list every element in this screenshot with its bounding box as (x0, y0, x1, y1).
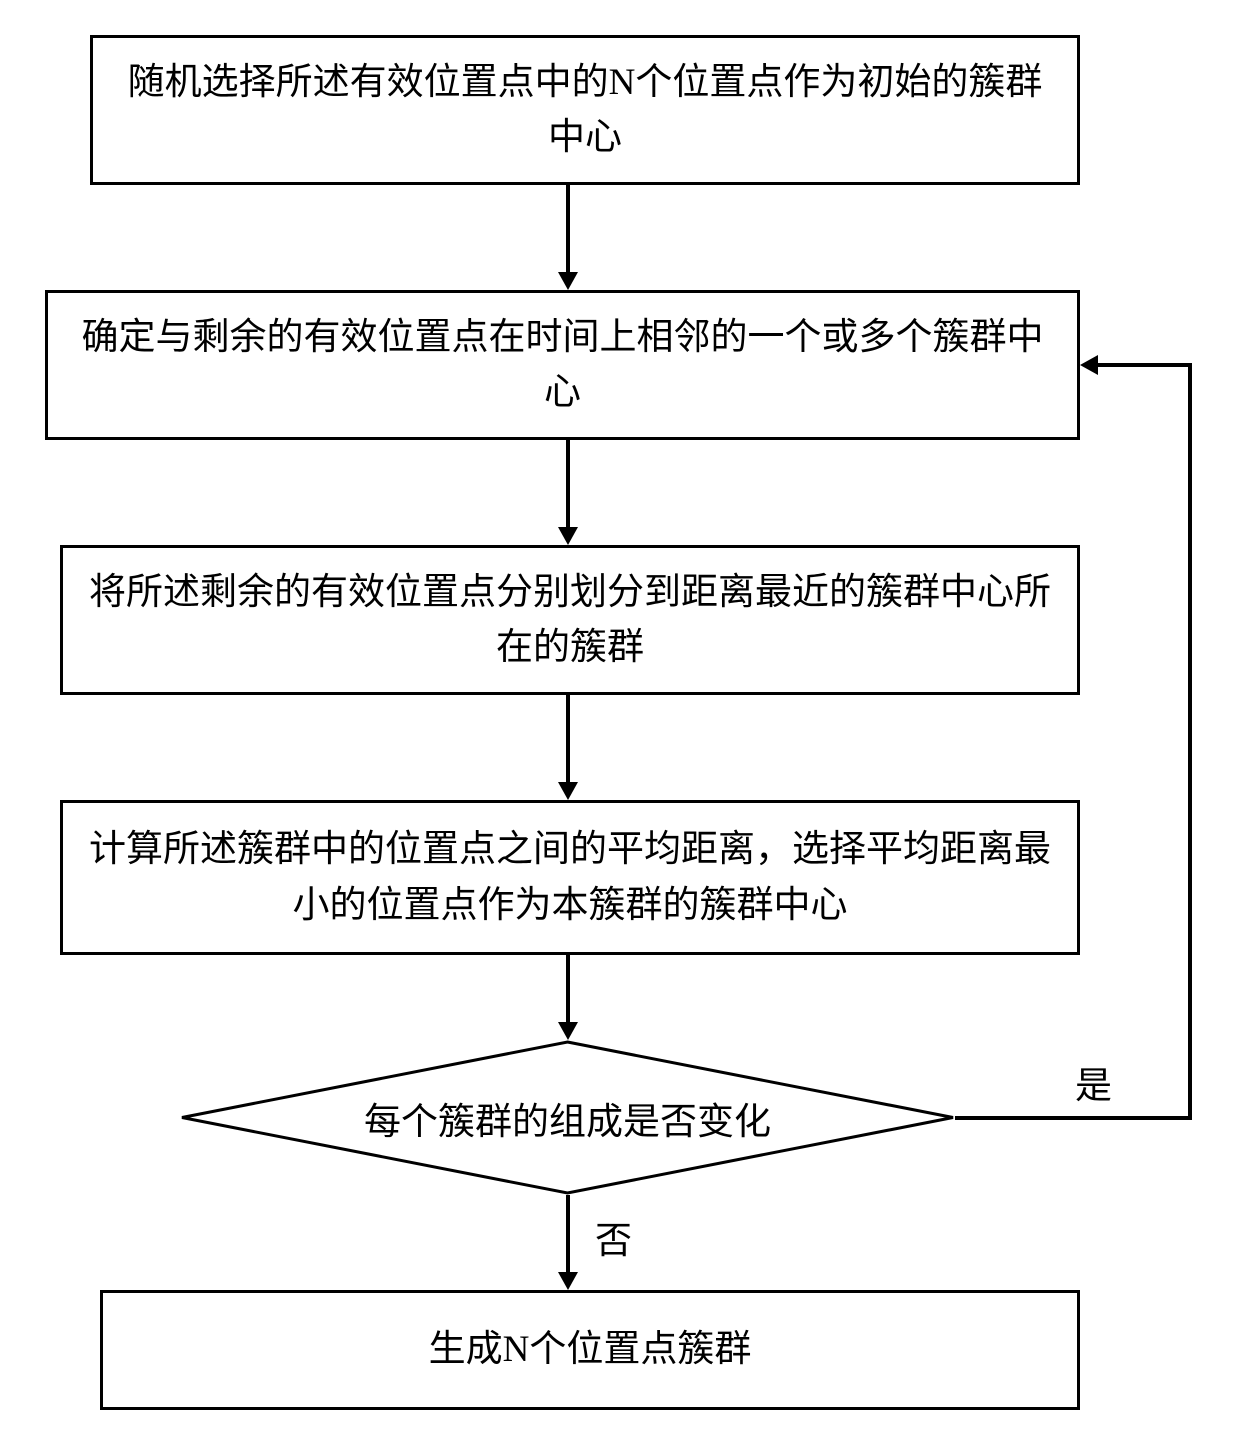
edge-3-4-head (558, 782, 578, 800)
flow-node-1: 随机选择所述有效位置点中的N个位置点作为初始的簇群中心 (90, 35, 1080, 185)
node-text: 随机选择所述有效位置点中的N个位置点作为初始的簇群中心 (117, 55, 1053, 166)
decision-node: 每个簇群的组成是否变化 (180, 1040, 955, 1195)
node-text: 生成N个位置点簇群 (429, 1322, 752, 1378)
decision-text: 每个簇群的组成是否变化 (364, 1091, 771, 1145)
edge-loop-h1 (955, 1116, 1192, 1120)
edge-loop-h2 (1098, 363, 1192, 367)
edge-1-2-head (558, 272, 578, 290)
edge-2-3-head (558, 527, 578, 545)
edge-2-3 (566, 440, 570, 527)
label-yes: 是 (1075, 1055, 1112, 1109)
node-text: 将所述剩余的有效位置点分别划分到距离最近的簇群中心所在的簇群 (87, 565, 1053, 676)
node-text: 计算所述簇群中的位置点之间的平均距离，选择平均距离最小的位置点作为本簇群的簇群中… (87, 822, 1053, 933)
flow-node-5: 生成N个位置点簇群 (100, 1290, 1080, 1410)
label-no: 否 (595, 1210, 632, 1264)
flow-node-2: 确定与剩余的有效位置点在时间上相邻的一个或多个簇群中心 (45, 290, 1080, 440)
flow-node-4: 计算所述簇群中的位置点之间的平均距离，选择平均距离最小的位置点作为本簇群的簇群中… (60, 800, 1080, 955)
edge-3-4 (566, 695, 570, 782)
edge-d1-5 (566, 1195, 570, 1272)
node-text: 确定与剩余的有效位置点在时间上相邻的一个或多个簇群中心 (72, 310, 1053, 421)
edge-4-d1 (566, 955, 570, 1022)
edge-loop-head (1080, 355, 1098, 375)
flow-node-3: 将所述剩余的有效位置点分别划分到距离最近的簇群中心所在的簇群 (60, 545, 1080, 695)
edge-d1-5-head (558, 1272, 578, 1290)
edge-loop-v (1188, 363, 1192, 1120)
edge-4-d1-head (558, 1022, 578, 1040)
edge-1-2 (566, 185, 570, 272)
